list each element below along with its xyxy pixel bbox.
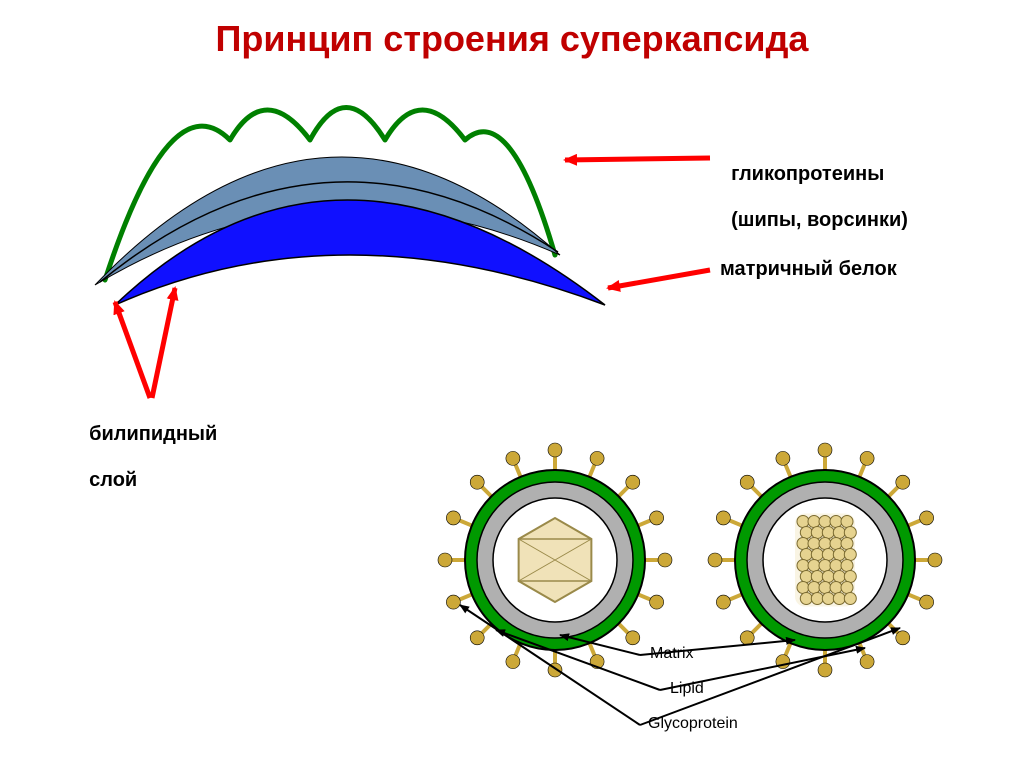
label-glycoprotein-en: Glycoprotein: [648, 715, 738, 733]
label-matrix-protein: матричный белок: [720, 258, 897, 281]
label-matrix-en: Matrix: [650, 645, 694, 663]
label-lipid-en: Lipid: [670, 680, 704, 698]
diagram-svg: [0, 0, 1024, 768]
label-bilipid: билипидный слой: [78, 400, 217, 492]
label-glycoproteins: гликопротеины (шипы, ворсинки): [720, 140, 908, 232]
